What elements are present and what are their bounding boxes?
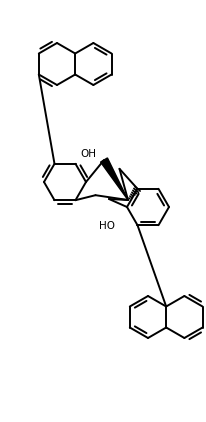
Text: HO: HO [99,221,115,231]
Text: OH: OH [81,149,96,159]
Polygon shape [101,158,128,200]
